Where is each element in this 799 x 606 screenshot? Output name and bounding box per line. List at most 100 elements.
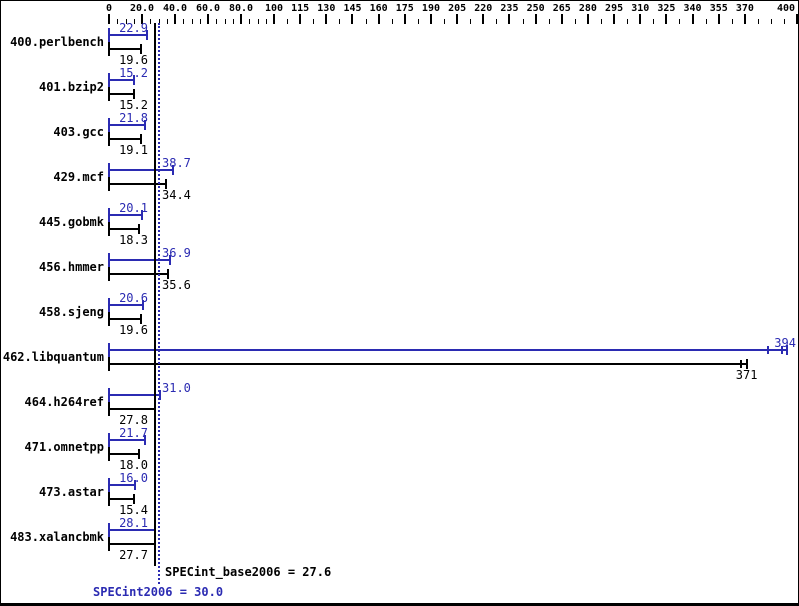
base-bar: [109, 183, 166, 185]
base-bar-end-tick: [140, 44, 143, 54]
peak-bar-end-tick: [134, 480, 137, 490]
axis-minor-tick: [216, 19, 218, 24]
base-value-label: 18.0: [119, 458, 148, 472]
base-value-label: 15.2: [119, 98, 148, 112]
peak-value-label: 38.7: [162, 156, 191, 170]
peak-bar-run-tick: [781, 346, 784, 354]
peak-bar: [109, 439, 145, 441]
axis-major-tick: [639, 14, 642, 24]
peak-bar: [109, 349, 787, 351]
peak-bar-start-tick: [108, 343, 110, 357]
benchmark-name-label: 456.hmmer: [38, 260, 104, 274]
axis-tick-label: 160: [369, 3, 388, 14]
axis-major-tick: [429, 14, 432, 24]
base-bar-start-tick: [108, 42, 110, 56]
base-value-label: 27.7: [119, 548, 148, 562]
peak-bar-end-tick: [785, 345, 788, 355]
axis-minor-tick: [757, 19, 759, 24]
peak-bar-end-tick: [145, 30, 148, 40]
peak-bar: [109, 79, 135, 81]
peak-bar: [109, 304, 143, 306]
benchmark-name-label: 483.xalancbmk: [10, 530, 104, 544]
axis-minor-tick: [522, 19, 524, 24]
axis-minor-tick: [627, 19, 629, 24]
base-bar-start-tick: [108, 357, 110, 371]
benchmark-name-label: 473.astar: [38, 485, 104, 499]
axis-minor-tick: [199, 19, 201, 24]
base-bar-start-tick: [108, 132, 110, 146]
peak-bar: [109, 529, 156, 531]
axis-minor-tick: [496, 19, 498, 24]
peak-mean-reference-line: [158, 23, 160, 584]
axis-tick-label: 220: [474, 3, 493, 14]
base-bar-start-tick: [108, 87, 110, 101]
base-bar: [109, 498, 135, 500]
benchmark-name-label: 445.gobmk: [38, 215, 104, 229]
base-bar-end-tick: [164, 179, 167, 189]
peak-bar-start-tick: [108, 478, 110, 492]
axis-minor-tick: [601, 19, 602, 24]
benchmark-name-label: 464.h264ref: [24, 395, 104, 409]
peak-bar-start-tick: [108, 28, 110, 42]
benchmark-name-label: 458.sjeng: [38, 305, 104, 319]
base-value-label: 18.3: [119, 233, 148, 247]
axis-minor-tick: [133, 19, 135, 24]
axis-tick-label: 355: [709, 3, 728, 14]
axis-minor-tick: [232, 19, 234, 24]
axis-tick-label: 60.0: [195, 3, 221, 14]
base-bar: [109, 363, 747, 365]
axis-minor-tick: [150, 19, 152, 24]
base-value-label: 15.4: [119, 503, 148, 517]
axis-minor-tick: [287, 19, 289, 24]
peak-bar-end-tick: [168, 255, 171, 265]
axis-major-tick: [240, 14, 242, 24]
base-value-label: 371: [735, 368, 758, 382]
peak-bar: [109, 124, 145, 126]
base-value-label: 19.1: [119, 143, 148, 157]
axis-tick-label: 80.0: [228, 3, 254, 14]
axis-tick-label: 295: [605, 3, 624, 14]
axis-major-tick: [207, 14, 209, 24]
axis-major-tick: [403, 14, 406, 24]
axis-major-tick: [456, 14, 459, 24]
benchmark-name-label: 429.mcf: [53, 170, 104, 184]
base-bar-end-tick: [133, 494, 136, 504]
axis-minor-tick: [548, 19, 550, 24]
axis-minor-tick: [313, 19, 315, 24]
axis-minor-tick: [158, 19, 160, 24]
base-bar: [109, 453, 139, 455]
axis-tick-label: 280: [578, 3, 597, 14]
base-value-label: 35.6: [162, 278, 191, 292]
axis-major-tick: [108, 14, 110, 24]
axis-major-tick: [665, 14, 668, 24]
base-bar-end-tick: [745, 359, 748, 369]
peak-value-label: 21.7: [119, 426, 148, 440]
peak-bar: [109, 34, 147, 36]
peak-bar-start-tick: [108, 388, 110, 402]
base-bar-end-tick: [137, 449, 140, 459]
base-bar-start-tick: [108, 537, 110, 551]
axis-tick-label: 115: [291, 3, 310, 14]
base-bar-start-tick: [108, 222, 110, 236]
axis-major-tick: [560, 14, 563, 24]
base-bar-start-tick: [108, 267, 110, 281]
peak-value-label: 21.8: [119, 111, 148, 125]
axis-minor-tick: [444, 19, 446, 24]
base-bar: [109, 273, 168, 275]
axis-minor-tick: [191, 19, 193, 24]
axis-major-tick: [613, 14, 616, 24]
benchmark-name-label: 401.bzip2: [38, 80, 104, 94]
axis-minor-tick: [731, 19, 733, 24]
axis-major-tick: [717, 14, 720, 24]
axis-tick-label: 400: [776, 3, 795, 14]
axis-tick-label: 130: [317, 3, 336, 14]
benchmark-name-label: 400.perlbench: [10, 35, 104, 49]
benchmark-name-label: 471.omnetpp: [24, 440, 104, 454]
axis-major-tick: [325, 14, 328, 24]
axis-major-tick: [273, 14, 275, 24]
peak-bar-end-tick: [159, 390, 162, 400]
peak-bar-start-tick: [108, 433, 110, 447]
base-value-label: 34.4: [162, 188, 191, 202]
axis-minor-tick: [224, 19, 226, 24]
base-bar: [109, 48, 142, 50]
